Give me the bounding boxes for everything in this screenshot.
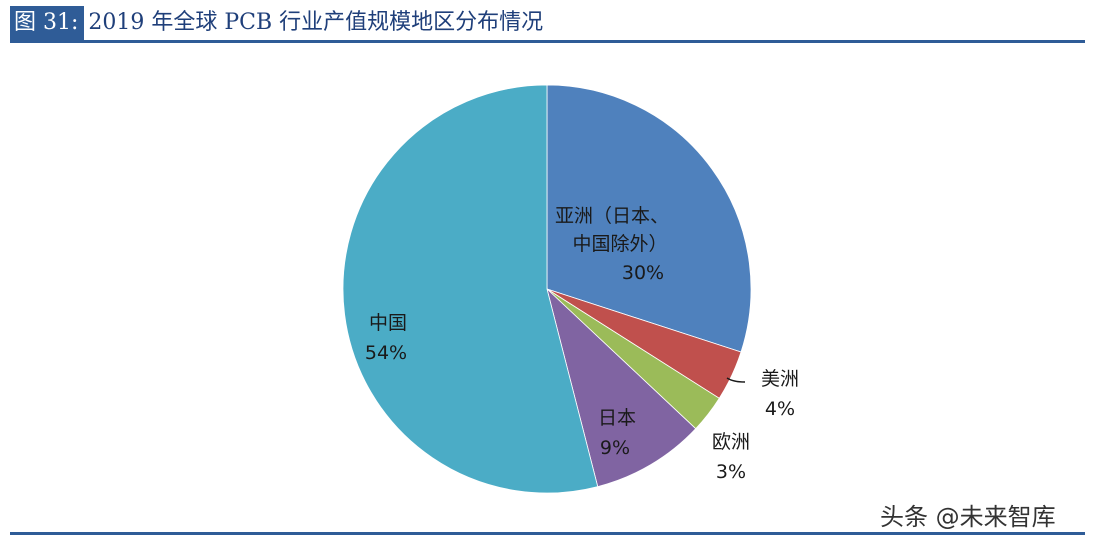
leader-line-americas bbox=[726, 377, 746, 383]
figure-label: 图 31: bbox=[10, 6, 85, 40]
label-americas-pct: 4% bbox=[765, 398, 795, 420]
chart-title: 2019 年全球 PCB 行业产值规模地区分布情况 bbox=[88, 10, 544, 35]
top-divider bbox=[10, 40, 1085, 43]
slice-china bbox=[342, 84, 599, 494]
label-europe-pct: 3% bbox=[716, 461, 746, 483]
label-americas: 美洲 bbox=[761, 368, 799, 390]
label-china: 中国 bbox=[369, 312, 407, 334]
label-asia-line1: 亚洲（日本、 bbox=[555, 205, 669, 227]
label-asia-pct: 30% bbox=[622, 262, 664, 284]
figure-header: 图 31: 2019 年全球 PCB 行业产值规模地区分布情况 bbox=[10, 6, 543, 40]
bottom-divider bbox=[10, 532, 1085, 535]
label-japan: 日本 bbox=[598, 407, 636, 429]
label-europe: 欧洲 bbox=[712, 431, 750, 453]
slice-asia bbox=[546, 84, 752, 353]
slice-japan bbox=[546, 287, 697, 488]
label-china-pct: 54% bbox=[365, 342, 407, 364]
watermark: 头条 @未来智库 bbox=[880, 503, 1056, 531]
label-japan-pct: 9% bbox=[600, 437, 630, 459]
label-asia-line2: 中国除外） bbox=[572, 233, 667, 255]
pie-slices bbox=[342, 84, 752, 494]
